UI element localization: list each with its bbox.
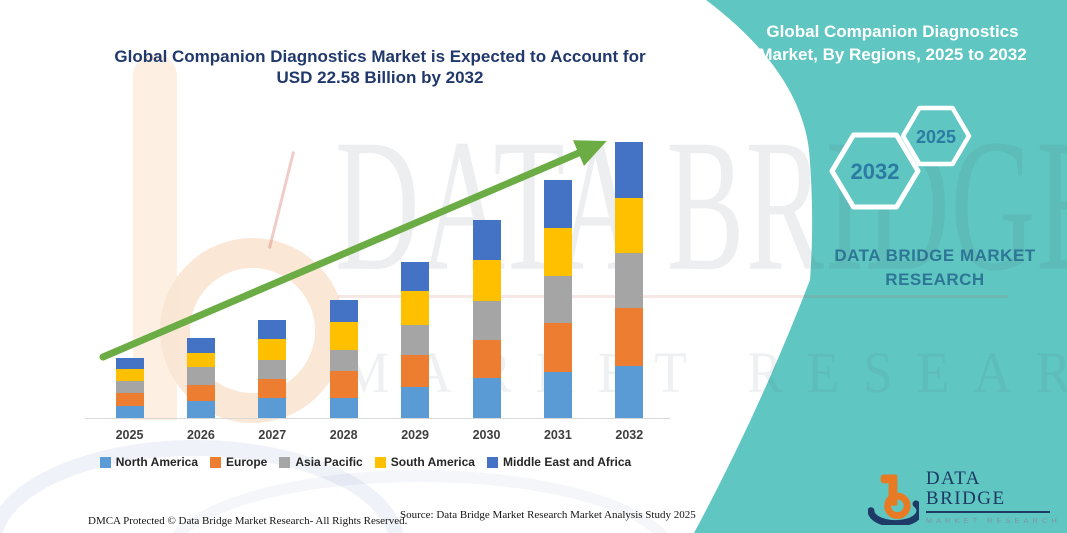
legend-label: North America	[115, 455, 199, 469]
brand-wordmark-line2: RESEARCH	[885, 270, 985, 289]
legend-item-middle-east-and-africa: Middle East and Africa	[486, 455, 632, 469]
bar-segment-2026-middle-east-and-africa	[186, 337, 215, 353]
chart-title: Global Companion Diagnostics Market is E…	[90, 46, 670, 88]
bar-segment-2032-north-america	[615, 366, 644, 418]
bar-segment-2032-south-america	[615, 197, 644, 253]
legend-label: South America	[390, 455, 475, 469]
x-axis-label-2032: 2032	[615, 428, 644, 442]
panel-heading-line1: Global Companion Diagnostics	[766, 22, 1019, 41]
bar-segment-2028-south-america	[329, 321, 358, 350]
x-axis-label-2027: 2027	[258, 428, 287, 442]
bar-segment-2031-south-america	[543, 228, 572, 277]
logo-tagline: MARKET RESEARCH	[925, 515, 1061, 525]
chart-legend: North America Europe Asia Pacific South Ame…	[58, 455, 673, 469]
logo-rule	[925, 511, 1050, 513]
x-axis-line	[85, 418, 670, 419]
bar-segment-2031-europe	[543, 323, 572, 372]
chart-title-line2: USD 22.58 Billion by 2032	[276, 68, 484, 87]
chart-title-line1: Global Companion Diagnostics Market is E…	[114, 47, 646, 66]
hexagon-2032-label: 2032	[851, 159, 900, 184]
company-logo: DATA BRIDGE MARKET RESEARCH	[868, 466, 1063, 528]
legend-item-asia-pacific: Asia Pacific	[279, 455, 363, 469]
bar-segment-2025-middle-east-and-africa	[115, 357, 144, 370]
bar-segment-2031-north-america	[543, 371, 572, 418]
x-axis-label-2026: 2026	[186, 428, 215, 442]
watermark-underline	[338, 295, 1008, 298]
legend-label: Middle East and Africa	[502, 455, 632, 469]
bar-segment-2031-middle-east-and-africa	[543, 180, 572, 229]
bar-segment-2028-asia-pacific	[329, 349, 358, 371]
bar-segment-2030-north-america	[472, 378, 501, 418]
bar-segment-2029-south-america	[401, 290, 430, 326]
legend-swatch	[374, 456, 386, 468]
brand-wordmark-line1: DATA BRIDGE MARKET	[834, 246, 1036, 265]
logo-b-icon	[868, 474, 919, 525]
bar-segment-2030-south-america	[472, 260, 501, 301]
bar-segment-2026-europe	[186, 384, 215, 402]
bar-segment-2029-north-america	[401, 387, 430, 418]
x-axis-label-2030: 2030	[472, 428, 501, 442]
bar-segment-2031-asia-pacific	[543, 276, 572, 324]
bar-segment-2028-north-america	[329, 397, 358, 418]
bar-segment-2027-middle-east-and-africa	[258, 320, 287, 340]
legend-swatch	[210, 456, 222, 468]
hexagon-2025	[900, 105, 972, 167]
bar-segment-2026-north-america	[186, 401, 215, 418]
x-axis-label-2028: 2028	[329, 428, 358, 442]
dmca-notice: DMCA Protected © Data Bridge Market Rese…	[88, 515, 408, 527]
bar-segment-2025-south-america	[115, 369, 144, 382]
legend-swatch	[486, 456, 498, 468]
x-axis-label-2029: 2029	[401, 428, 429, 442]
bar-segment-2025-north-america	[115, 406, 144, 418]
bar-segment-2027-south-america	[258, 339, 287, 360]
bar-segment-2028-europe	[329, 370, 358, 398]
legend-label: Asia Pacific	[295, 455, 363, 469]
bar-segment-2029-europe	[401, 355, 430, 388]
legend-item-north-america: North America	[99, 455, 199, 469]
source-note: Source: Data Bridge Market Research Mark…	[400, 509, 696, 521]
bar-segment-2025-asia-pacific	[115, 381, 144, 393]
bar-segment-2032-asia-pacific	[615, 252, 644, 309]
x-axis-label-2031: 2031	[543, 428, 572, 442]
x-axis-label-2025: 2025	[115, 428, 144, 442]
year-hexagons: 2032 2025	[829, 105, 972, 210]
legend-swatch	[279, 456, 291, 468]
bar-segment-2029-asia-pacific	[401, 325, 430, 356]
bar-segment-2030-asia-pacific	[472, 300, 501, 341]
legend-item-europe: Europe	[210, 455, 267, 469]
bar-segment-2025-europe	[115, 392, 144, 407]
panel-heading: Global Companion Diagnostics Market, By …	[725, 20, 1060, 66]
bar-segment-2030-middle-east-and-africa	[472, 220, 501, 261]
bar-segment-2026-asia-pacific	[186, 366, 215, 385]
legend-label: Europe	[226, 455, 268, 469]
legend-swatch	[99, 456, 111, 468]
bar-segment-2032-europe	[615, 308, 644, 367]
logo-name: DATA BRIDGE	[925, 468, 1006, 510]
bar-segment-2029-middle-east-and-africa	[401, 261, 430, 291]
brand-wordmark: DATA BRIDGE MARKET RESEARCH	[800, 244, 1067, 292]
bar-segment-2032-middle-east-and-africa	[615, 142, 644, 198]
legend-item-south-america: South America	[374, 455, 475, 469]
watermark-tagline-text: MARKET RESEARCH	[342, 340, 1067, 405]
bar-segment-2030-europe	[472, 340, 501, 379]
panel-heading-line2: Market, By Regions, 2025 to 2032	[758, 45, 1027, 64]
bar-segment-2027-north-america	[258, 398, 287, 418]
hexagon-2025-label: 2025	[916, 127, 956, 147]
hexagon-2032	[829, 132, 921, 210]
bar-segment-2026-south-america	[186, 352, 215, 367]
bar-segment-2027-asia-pacific	[258, 359, 287, 379]
bar-segment-2028-middle-east-and-africa	[329, 299, 358, 322]
bar-segment-2027-europe	[258, 378, 287, 399]
